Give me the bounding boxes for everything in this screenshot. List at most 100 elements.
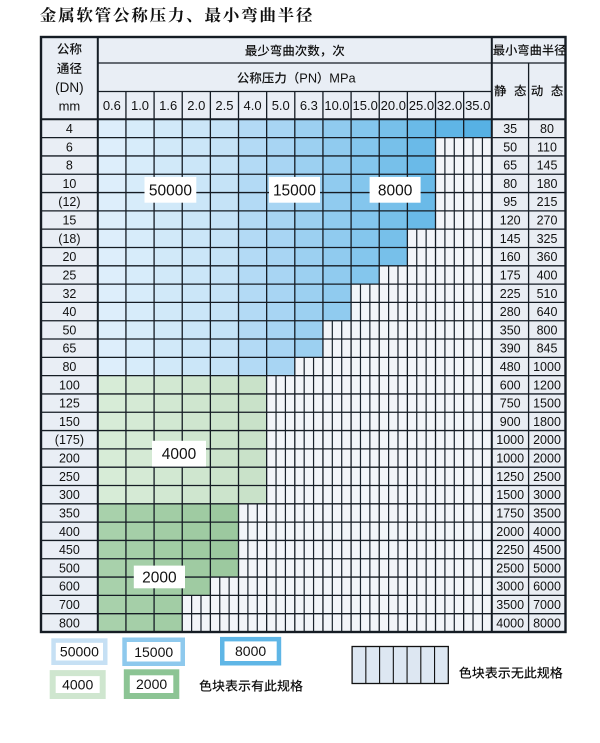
svg-text:50: 50 [62,323,76,337]
svg-text:2250: 2250 [496,543,524,557]
svg-text:845: 845 [537,342,558,356]
svg-text:280: 280 [500,305,521,319]
svg-text:0.6: 0.6 [103,98,121,113]
svg-text:900: 900 [500,415,521,429]
svg-text:10: 10 [62,177,76,191]
svg-text:1750: 1750 [496,506,524,520]
svg-text:1.6: 1.6 [159,98,177,113]
svg-text:PN: PN [299,71,317,86]
svg-text:700: 700 [59,598,80,612]
svg-text:10.0: 10.0 [324,98,349,113]
svg-text:4.0: 4.0 [244,98,262,113]
svg-text:25: 25 [62,268,76,282]
svg-text:125: 125 [59,397,80,411]
svg-text:4000: 4000 [62,677,93,693]
svg-text:8: 8 [66,159,73,173]
svg-text:3500: 3500 [533,506,561,520]
svg-text:1500: 1500 [496,488,524,502]
svg-text:180: 180 [537,177,558,191]
svg-text:250: 250 [59,470,80,484]
svg-text:3000: 3000 [533,488,561,502]
svg-text:215: 215 [537,195,558,209]
svg-text:8000: 8000 [533,616,561,630]
svg-text:3000: 3000 [496,580,524,594]
svg-text:50000: 50000 [149,182,192,199]
svg-text:800: 800 [537,323,558,337]
svg-text:200: 200 [59,452,80,466]
svg-text:1250: 1250 [496,470,524,484]
svg-text:450: 450 [59,543,80,557]
svg-text:6.3: 6.3 [300,98,318,113]
svg-text:(18): (18) [58,232,80,246]
svg-text:270: 270 [537,214,558,228]
svg-text:6000: 6000 [533,580,561,594]
svg-text:1800: 1800 [533,415,561,429]
svg-text:mm: mm [59,99,81,114]
svg-text:2000: 2000 [496,525,524,539]
svg-text:3500: 3500 [496,598,524,612]
svg-text:2500: 2500 [496,561,524,575]
svg-text:35: 35 [503,122,517,136]
svg-text:(DN): (DN) [55,80,84,95]
svg-text:120: 120 [500,214,521,228]
svg-text:2000: 2000 [142,569,177,586]
svg-text:600: 600 [59,580,80,594]
svg-text:1200: 1200 [533,378,561,392]
svg-text:225: 225 [500,287,521,301]
svg-text:1.0: 1.0 [131,98,149,113]
svg-text:35.0: 35.0 [465,98,490,113]
svg-text:400: 400 [537,268,558,282]
svg-text:360: 360 [537,250,558,264]
svg-text:50000: 50000 [60,644,99,660]
svg-text:1000: 1000 [496,452,524,466]
svg-text:100: 100 [59,378,80,392]
svg-text:4: 4 [66,122,73,136]
svg-text:80: 80 [540,122,554,136]
svg-text:800: 800 [59,616,80,630]
svg-text:4000: 4000 [496,616,524,630]
svg-text:500: 500 [59,561,80,575]
svg-text:95: 95 [503,195,517,209]
svg-text:25.0: 25.0 [409,98,434,113]
svg-text:50: 50 [503,140,517,154]
svg-text:2000: 2000 [533,433,561,447]
svg-text:8000: 8000 [235,643,266,659]
svg-text:350: 350 [500,323,521,337]
svg-text:325: 325 [537,232,558,246]
svg-text:80: 80 [62,360,76,374]
svg-text:1000: 1000 [533,360,561,374]
svg-text:32.0: 32.0 [437,98,462,113]
svg-text:20.0: 20.0 [381,98,406,113]
svg-text:5000: 5000 [533,561,561,575]
svg-text:2000: 2000 [533,452,561,466]
svg-text:20: 20 [62,250,76,264]
svg-text:65: 65 [62,342,76,356]
svg-text:(12): (12) [58,195,80,209]
svg-text:4000: 4000 [162,446,197,463]
svg-text:15: 15 [62,214,76,228]
svg-text:510: 510 [537,287,558,301]
svg-text:15000: 15000 [134,644,173,660]
svg-text:2.5: 2.5 [215,98,233,113]
svg-text:2.0: 2.0 [187,98,205,113]
svg-text:600: 600 [500,378,521,392]
svg-text:2000: 2000 [136,676,167,692]
svg-text:4000: 4000 [533,525,561,539]
svg-text:32: 32 [62,287,76,301]
svg-text:5.0: 5.0 [272,98,290,113]
svg-text:150: 150 [59,415,80,429]
svg-text:145: 145 [537,159,558,173]
svg-text:2500: 2500 [533,470,561,484]
svg-text:480: 480 [500,360,521,374]
svg-text:65: 65 [503,159,517,173]
svg-text:80: 80 [503,177,517,191]
svg-text:300: 300 [59,488,80,502]
svg-text:8000: 8000 [378,182,413,199]
svg-text:400: 400 [59,525,80,539]
svg-text:1500: 1500 [533,397,561,411]
svg-text:350: 350 [59,506,80,520]
svg-text:160: 160 [500,250,521,264]
svg-text:15.0: 15.0 [353,98,378,113]
svg-text:640: 640 [537,305,558,319]
svg-text:7000: 7000 [533,598,561,612]
